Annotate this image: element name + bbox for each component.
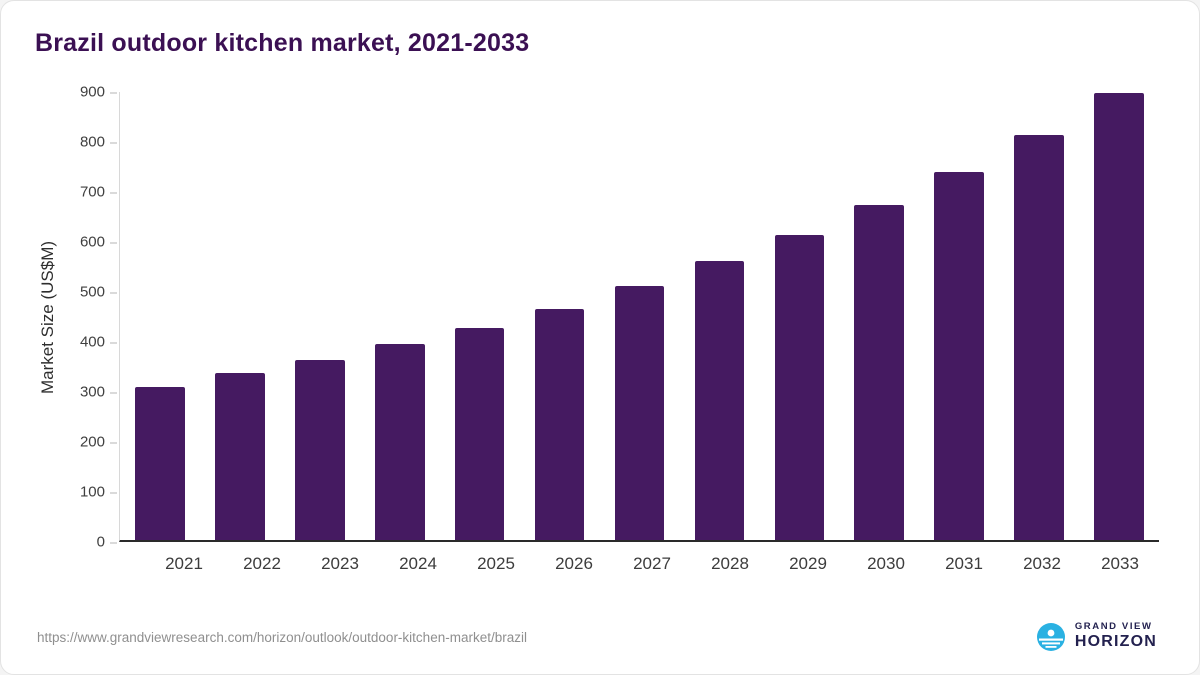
bar-column (1079, 92, 1159, 540)
x-tick-label: 2033 (1101, 554, 1139, 573)
chart-title: Brazil outdoor kitchen market, 2021-2033 (35, 29, 530, 57)
y-tick-label: 500 (79, 283, 118, 301)
x-tick-label: 2021 (165, 554, 203, 573)
bar-column (759, 92, 839, 540)
x-axis-tick-labels: 2021 2022 2023 2024 2025 2026 2027 2028 2029 2030… (145, 542, 1159, 574)
bar-column (919, 92, 999, 540)
bar-column (280, 92, 360, 540)
x-tick-label: 2031 (945, 554, 983, 573)
y-tick-label: 100 (79, 483, 118, 501)
brand-logo: GRAND VIEW HORIZON (1036, 621, 1157, 652)
y-tick-label: 700 (79, 183, 118, 201)
bar-2023 (295, 359, 345, 540)
bar-column (520, 92, 600, 540)
y-tick-label: 900 (79, 83, 118, 101)
x-tick-label: 2026 (555, 554, 593, 573)
bar-2022 (215, 373, 265, 540)
y-tick-label: 300 (79, 383, 118, 401)
bar-column (600, 92, 680, 540)
bar-2027 (614, 286, 665, 540)
bar-column (200, 92, 280, 540)
bar-column (839, 92, 919, 540)
bar-column (679, 92, 759, 540)
bar-column (360, 92, 440, 540)
bar-column (120, 92, 200, 540)
bar-2032 (1014, 134, 1064, 540)
y-tick-label: 200 (79, 433, 118, 451)
x-tick-label: 2027 (633, 554, 671, 573)
bar-column (999, 92, 1079, 540)
bar-column (440, 92, 520, 540)
y-tick-label: 0 (96, 533, 118, 551)
bar-2030 (854, 205, 905, 540)
bar-2033 (1094, 93, 1144, 540)
plot-area (119, 92, 1159, 542)
y-axis-title: Market Size (US$M) (38, 240, 57, 394)
source-url: https://www.grandviewresearch.com/horizo… (37, 629, 527, 645)
y-axis-tick-labels: 0 100 200 300 400 500 600 700 800 900 (61, 85, 119, 550)
brand-name-top: GRAND VIEW (1074, 621, 1153, 633)
bar-2029 (774, 234, 825, 540)
horizon-logo-icon (1036, 622, 1066, 652)
x-tick-label: 2028 (711, 554, 749, 573)
x-tick-label: 2023 (321, 554, 359, 573)
x-tick-label: 2032 (1023, 554, 1061, 573)
brand-name-bottom: HORIZON (1074, 633, 1157, 651)
bar-2024 (374, 344, 425, 540)
x-tick-label: 2030 (867, 554, 905, 573)
bar-2025 (454, 328, 505, 540)
x-tick-label: 2029 (789, 554, 827, 573)
bar-2028 (694, 261, 745, 540)
y-tick-label: 600 (79, 233, 118, 251)
y-tick-label: 400 (79, 333, 118, 351)
x-tick-label: 2022 (243, 554, 281, 573)
bar-chart: Market Size (US$M) 0 100 200 300 400 500 600 70… (35, 85, 1159, 574)
bar-2026 (534, 308, 585, 540)
bar-2021 (135, 386, 185, 540)
footer: https://www.grandviewresearch.com/horizo… (35, 621, 1159, 658)
x-tick-label: 2025 (477, 554, 515, 573)
y-tick-label: 800 (79, 133, 118, 151)
x-tick-label: 2024 (399, 554, 437, 573)
bar-2031 (934, 171, 984, 540)
